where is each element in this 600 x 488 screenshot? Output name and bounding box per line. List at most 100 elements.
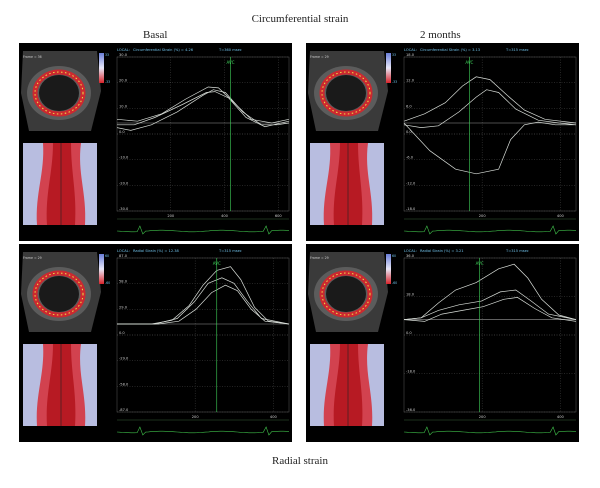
y-tick-label: 18.0 <box>406 293 415 297</box>
echo-panel-radial-2-months: LOCAL: Radial Strain (%) = 3.21 T=315 msec… <box>306 244 579 442</box>
strain-curve <box>403 297 577 322</box>
echo-panel-circumferential-basal: LOCAL: Circumferential Strain (%) = 4.26 T… <box>19 43 292 241</box>
echo-image <box>308 51 388 131</box>
y-tick-label: -87.0 <box>119 408 129 412</box>
y-tick-label: 58.0 <box>119 280 128 284</box>
header-local-label: LOCAL: <box>117 48 130 52</box>
y-tick-label: 0.0 <box>119 331 125 335</box>
color-scale-bar <box>99 254 104 284</box>
y-tick-label: 0.0 <box>406 331 412 335</box>
strain-curve <box>403 289 577 320</box>
strain-curve <box>116 89 290 131</box>
x-tick-label: 400 <box>557 214 565 218</box>
header-strain-readout: Radial Strain (%) = 12.38 <box>133 249 180 253</box>
strain-curve <box>403 121 576 175</box>
header-time-readout: T=315 msec <box>218 249 242 253</box>
color-scale-top-value: 60 <box>105 254 109 258</box>
header-time-readout: T=315 msec <box>505 249 529 253</box>
y-tick-label: -18.0 <box>406 207 416 211</box>
avc-label: AVC <box>476 261 484 266</box>
y-tick-label: 29.0 <box>119 305 128 309</box>
strain-curve <box>117 277 290 325</box>
strain-echo-graphic: LOCAL: Radial Strain (%) = 12.38 T=315 mse… <box>19 244 292 442</box>
x-tick-label: 400 <box>221 214 229 218</box>
mmode-strain-map <box>23 143 97 225</box>
echo-image <box>308 252 388 332</box>
y-tick-label: 10.0 <box>119 104 128 108</box>
mmode-strain-map <box>310 344 384 426</box>
y-tick-label: -20.0 <box>119 181 129 185</box>
y-tick-label: -58.0 <box>119 382 129 386</box>
y-tick-label: -6.0 <box>406 156 414 160</box>
y-tick-label: 20.0 <box>119 79 128 83</box>
ecg-trace <box>116 225 290 235</box>
strain-curve <box>117 91 290 128</box>
y-tick-label: -18.0 <box>406 370 416 374</box>
y-tick-label: -30.0 <box>119 207 129 211</box>
y-tick-label: 18.0 <box>406 53 415 57</box>
x-tick-label: 400 <box>270 415 278 419</box>
y-tick-label: 36.0 <box>406 254 415 258</box>
color-scale-bar <box>386 254 391 284</box>
strain-curve <box>403 89 577 128</box>
x-tick-label: 600 <box>275 214 283 218</box>
avc-label: AVC <box>213 261 221 266</box>
frame-label: Frame = 29 <box>310 55 329 59</box>
tracking-points <box>321 71 371 115</box>
figure-caption-bottom: Radial strain <box>272 455 328 467</box>
color-scale-bottom-value: -33 <box>105 80 110 84</box>
header-time-readout: T=360 msec <box>218 48 242 52</box>
column-label-2-months: 2 months <box>420 29 461 41</box>
ventricle-cavity <box>39 75 79 111</box>
echo-panel-circumferential-2-months: LOCAL: Circumferential Strain (%) = 3.13 T… <box>306 43 579 241</box>
frame-label: Frame = 29 <box>310 256 329 260</box>
y-tick-label: 12.0 <box>406 79 415 83</box>
strain-curve <box>117 284 290 325</box>
mmode-strain-map <box>23 344 97 426</box>
mmode-strain-map <box>310 143 384 225</box>
x-tick-label: 200 <box>167 214 175 218</box>
strain-curve <box>403 76 577 124</box>
echo-image <box>21 51 101 131</box>
ecg-trace <box>403 426 577 436</box>
color-scale-bottom-value: -33 <box>392 80 397 84</box>
tracking-points <box>34 71 84 115</box>
figure-caption-top: Circumferential strain <box>251 13 349 25</box>
header-local-label: LOCAL: <box>404 48 417 52</box>
strain-curve <box>403 263 577 320</box>
tracking-points <box>321 272 371 316</box>
color-scale-bar <box>99 53 104 83</box>
x-tick-label: 200 <box>192 415 200 419</box>
frame-label: Frame = 29 <box>23 256 42 260</box>
echo-image <box>21 252 101 332</box>
y-tick-label: 0.0 <box>406 130 412 134</box>
ventricle-cavity <box>326 75 366 111</box>
color-scale-top-value: 33 <box>392 53 396 57</box>
strain-echo-graphic: LOCAL: Circumferential Strain (%) = 3.13 T… <box>306 43 579 241</box>
ecg-trace <box>116 426 290 436</box>
color-scale-bar <box>386 53 391 83</box>
strain-echo-graphic: LOCAL: Radial Strain (%) = 3.21 T=315 msec… <box>306 244 579 442</box>
color-scale-top-value: 33 <box>105 53 109 57</box>
avc-label: AVC <box>227 60 235 65</box>
y-tick-label: 0.0 <box>119 130 125 134</box>
header-strain-readout: Circumferential Strain (%) = 4.26 <box>133 48 194 52</box>
color-scale-top-value: 60 <box>392 254 396 258</box>
y-tick-label: 30.0 <box>119 53 128 57</box>
y-tick-label: -10.0 <box>119 156 129 160</box>
color-scale-bottom-value: -60 <box>392 281 397 285</box>
header-strain-readout: Circumferential Strain (%) = 3.13 <box>420 48 480 52</box>
frame-label: Frame = 36 <box>23 55 42 59</box>
x-tick-label: 400 <box>557 415 565 419</box>
column-label-basal: Basal <box>143 29 168 41</box>
header-local-label: LOCAL: <box>117 249 130 253</box>
strain-curve <box>116 86 290 124</box>
x-tick-label: 200 <box>479 415 487 419</box>
y-tick-label: 6.0 <box>406 104 412 108</box>
y-tick-label: -36.0 <box>406 408 416 412</box>
echo-panel-radial-basal: LOCAL: Radial Strain (%) = 12.38 T=315 mse… <box>19 244 292 442</box>
header-local-label: LOCAL: <box>404 249 417 253</box>
y-tick-label: -12.0 <box>406 181 416 185</box>
strain-echo-graphic: LOCAL: Circumferential Strain (%) = 4.26 T… <box>19 43 292 241</box>
tracking-points <box>34 272 84 316</box>
